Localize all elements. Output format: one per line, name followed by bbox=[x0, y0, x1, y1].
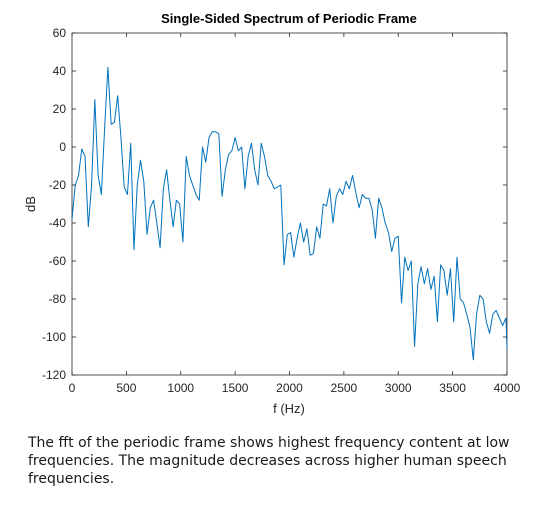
y-axis: -120 -100 -80 -60 -40 -20 0 20 40 60 bbox=[42, 26, 507, 382]
spectrum-line bbox=[71, 66, 508, 361]
y-tick-label: -100 bbox=[42, 330, 66, 344]
x-tick-label: 1000 bbox=[167, 381, 194, 395]
plot-area bbox=[71, 32, 508, 376]
x-tick-label: 1500 bbox=[222, 381, 249, 395]
y-tick-label: -40 bbox=[49, 216, 67, 230]
x-tick-label: 500 bbox=[116, 381, 136, 395]
spectrum-figure: Single-Sided Spectrum of Periodic Frame … bbox=[23, 11, 521, 416]
y-tick-label: -120 bbox=[42, 368, 66, 382]
y-tick-label: -20 bbox=[49, 178, 67, 192]
y-tick-label: 40 bbox=[53, 64, 67, 78]
y-tick-label: -80 bbox=[49, 292, 67, 306]
y-axis-label: dB bbox=[23, 196, 38, 212]
y-tick-label: 0 bbox=[59, 140, 66, 154]
y-tick-label: 60 bbox=[53, 26, 67, 40]
y-tick-label: -60 bbox=[49, 254, 67, 268]
x-axis-label: f (Hz) bbox=[273, 401, 305, 416]
axes-box bbox=[71, 32, 508, 376]
y-tick-label: 20 bbox=[53, 102, 67, 116]
chart-title: Single-Sided Spectrum of Periodic Frame bbox=[161, 11, 417, 26]
x-tick-label: 4000 bbox=[494, 381, 521, 395]
x-tick-label: 0 bbox=[69, 381, 76, 395]
x-tick-label: 3500 bbox=[439, 381, 466, 395]
x-tick-label: 2000 bbox=[276, 381, 303, 395]
figure-caption: The fft of the periodic frame shows high… bbox=[28, 435, 510, 487]
x-axis: 0 500 1000 1500 2000 2500 3000 3500 4000 bbox=[69, 33, 521, 395]
x-tick-label: 3000 bbox=[385, 381, 412, 395]
x-tick-label: 2500 bbox=[331, 381, 358, 395]
